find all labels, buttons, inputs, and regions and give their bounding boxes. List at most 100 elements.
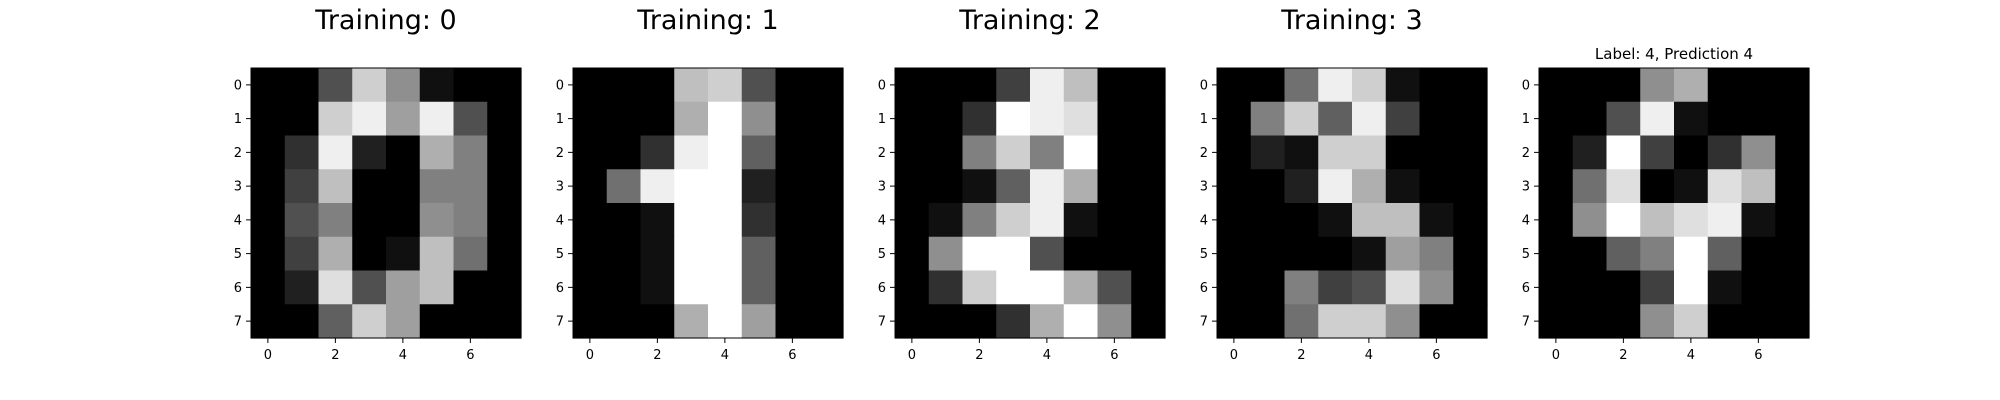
pixel-cell xyxy=(741,101,777,137)
x-tick-label: 6 xyxy=(1432,348,1440,363)
pixel-cell xyxy=(352,169,387,204)
pixel-cell xyxy=(1640,101,1675,137)
pixel-cell xyxy=(318,169,353,204)
pixel-cell xyxy=(1063,101,1099,137)
y-tick-label: 1 xyxy=(556,112,564,127)
x-tick-label: 2 xyxy=(653,348,661,363)
pixel-cell xyxy=(453,135,488,170)
axes-frame xyxy=(250,67,522,339)
pixel-cell xyxy=(1606,236,1641,272)
pixel-cell xyxy=(1030,135,1065,170)
pixel-cell xyxy=(928,270,964,305)
pixel-cell xyxy=(1775,270,1810,305)
pixel-cell xyxy=(1131,101,1166,137)
pixel-cell xyxy=(708,101,743,137)
pixel-cell xyxy=(386,68,421,103)
pixel-cell xyxy=(1674,68,1709,103)
pixel-cell xyxy=(1097,169,1132,204)
y-tick-label: 6 xyxy=(1522,281,1530,296)
pixel-cell xyxy=(1131,135,1166,170)
pixel-cell xyxy=(1419,135,1454,170)
pixel-cell xyxy=(1030,304,1065,339)
pixel-cell xyxy=(1640,68,1675,103)
pixel-cell xyxy=(708,304,743,339)
y-tick-label: 7 xyxy=(878,315,886,330)
pixel-cell xyxy=(1572,236,1608,272)
pixel-cell xyxy=(1640,270,1675,305)
pixel-cell xyxy=(996,270,1031,305)
pixel-cell xyxy=(1030,169,1065,204)
pixel-cell xyxy=(419,68,455,103)
pixel-cell xyxy=(1250,203,1286,238)
y-tick-label: 5 xyxy=(1522,247,1530,262)
pixel-cell xyxy=(1030,68,1065,103)
pixel-cell xyxy=(386,203,421,238)
pixel-cell xyxy=(1217,270,1252,305)
y-tick-label: 6 xyxy=(556,281,564,296)
pixel-cell xyxy=(895,101,930,137)
pixel-cell xyxy=(1030,236,1065,272)
pixel-cell xyxy=(1352,169,1387,204)
x-tick-label: 0 xyxy=(1552,348,1560,363)
pixel-cell xyxy=(928,304,964,339)
pixel-cell xyxy=(1640,236,1675,272)
pixel-cell xyxy=(640,304,675,339)
pixel-cell xyxy=(1640,169,1675,204)
pixel-cell xyxy=(996,101,1031,137)
pixel-cell xyxy=(1318,169,1353,204)
pixel-cell xyxy=(606,304,642,339)
pixel-cell xyxy=(775,203,810,238)
pixel-cell xyxy=(1453,270,1488,305)
digit-panel-3: Training: 3 0 2 4 6 0 1 2 3 4 5 6 7 xyxy=(1200,5,1488,363)
pixel-cell xyxy=(1741,169,1776,204)
pixel-cell xyxy=(1674,203,1709,238)
pixel-cell xyxy=(1572,304,1608,339)
pixel-cell xyxy=(352,135,387,170)
pixel-cell xyxy=(962,169,997,204)
pixel-cell xyxy=(1318,68,1353,103)
pixel-cell xyxy=(895,135,930,170)
pixel-cell xyxy=(453,101,488,137)
pixel-cell xyxy=(809,236,844,272)
pixel-cell xyxy=(1640,135,1675,170)
pixel-cell xyxy=(1385,135,1421,170)
pixel-cell xyxy=(318,135,353,170)
pixel-cell xyxy=(1539,236,1574,272)
pixel-cell xyxy=(1385,101,1421,137)
pixel-cell xyxy=(1217,236,1252,272)
pixel-cell xyxy=(1775,203,1810,238)
pixel-cell xyxy=(1318,236,1353,272)
pixel-cell xyxy=(1606,135,1641,170)
pixel-cell xyxy=(962,68,997,103)
y-tick-label: 0 xyxy=(878,78,886,93)
pixel-cell xyxy=(1063,169,1099,204)
pixel-cell xyxy=(573,169,608,204)
digit-panel-4: Label: 4, Prediction 4 0 2 4 6 0 1 2 3 4 5 6 7 xyxy=(1522,45,1810,363)
pixel-cell xyxy=(1097,68,1132,103)
pixel-cell xyxy=(1217,135,1252,170)
y-tick-label: 0 xyxy=(1522,78,1530,93)
pixel-cell xyxy=(386,135,421,170)
pixel-cell xyxy=(1131,304,1166,339)
pixel-cell xyxy=(453,169,488,204)
pixel-cell xyxy=(1030,101,1065,137)
pixel-cell xyxy=(1284,203,1319,238)
pixel-cell xyxy=(606,203,642,238)
y-tick-label: 7 xyxy=(1200,315,1208,330)
pixel-cell xyxy=(1572,203,1608,238)
pixel-cell xyxy=(251,304,286,339)
x-tick-label: 6 xyxy=(1110,348,1118,363)
pixel-cell xyxy=(1284,101,1319,137)
pixel-cell xyxy=(996,203,1031,238)
pixel-cell xyxy=(708,169,743,204)
pixel-cell xyxy=(251,101,286,137)
pixel-cell xyxy=(708,68,743,103)
pixel-cell xyxy=(1419,101,1454,137)
x-tick-label: 2 xyxy=(975,348,983,363)
pixel-cell xyxy=(996,304,1031,339)
pixel-cell xyxy=(419,270,455,305)
pixel-cell xyxy=(775,101,810,137)
pixel-cell xyxy=(809,304,844,339)
axes-frame xyxy=(894,67,1166,339)
